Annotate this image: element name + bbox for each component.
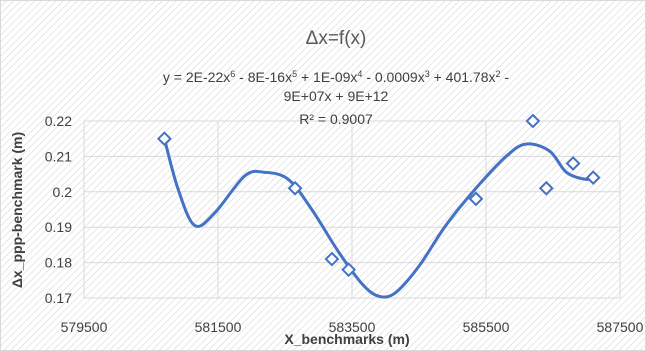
- trendline-layer: [162, 137, 595, 299]
- x-tick-label: 583500: [329, 319, 376, 335]
- r-squared-label: R² = 0.9007: [299, 111, 373, 127]
- y-tick-label: 0.19: [45, 219, 72, 235]
- equation-exponent: 6: [230, 69, 235, 79]
- x-tick-label: 585500: [463, 319, 510, 335]
- equation-exponent: 2: [496, 69, 501, 79]
- x-tick-label: 579500: [61, 319, 108, 335]
- equation-exponent: 4: [357, 69, 362, 79]
- y-tick-label: 0.21: [45, 148, 72, 164]
- y-tick-label: 0.2: [53, 184, 73, 200]
- equation-term: -: [501, 69, 510, 85]
- data-point: [156, 131, 172, 147]
- data-point: [468, 191, 484, 207]
- data-points-layer: [156, 113, 601, 278]
- equation-term: + 401.78x: [430, 69, 496, 85]
- y-tick-label: 0.22: [45, 113, 72, 129]
- equation-exponent: 5: [292, 69, 297, 79]
- equation-exponent: 3: [425, 69, 430, 79]
- data-point: [538, 180, 554, 196]
- data-point: [525, 113, 541, 129]
- x-tick-label: 581500: [195, 319, 242, 335]
- polynomial-trendline: [162, 137, 595, 299]
- x-axis-label: X_benchmarks (m): [284, 331, 409, 347]
- trendline-equation-line-2: 9E+07x + 9E+12: [284, 88, 389, 104]
- x-tick-label: 587500: [597, 319, 644, 335]
- equation-term: + 1E-09x: [297, 69, 357, 85]
- equation-term: - 8E-16x: [235, 69, 292, 85]
- y-tick-label: 0.17: [45, 290, 72, 306]
- chart-title: Δx=f(x): [306, 28, 367, 49]
- y-tick-label: 0.18: [45, 255, 72, 271]
- data-point: [565, 156, 581, 171]
- data-point: [585, 170, 601, 186]
- data-point: [324, 251, 340, 267]
- data-point: [341, 262, 357, 278]
- y-axis-label: Δx_ppp-benchmark (m): [9, 132, 25, 288]
- x-axis-ticks: 579500 581500 583500 585500 587500: [61, 319, 644, 335]
- trendline-equation-line-1: y = 2E-22x6 - 8E-16x5 + 1E-09x4 - 0.0009…: [163, 69, 509, 85]
- equation-term: y = 2E-22x: [163, 69, 230, 85]
- data-point: [287, 180, 303, 196]
- equation-term: - 0.0009x: [362, 69, 424, 85]
- y-axis-ticks: 0.17 0.18 0.19 0.2 0.21 0.22: [45, 113, 72, 306]
